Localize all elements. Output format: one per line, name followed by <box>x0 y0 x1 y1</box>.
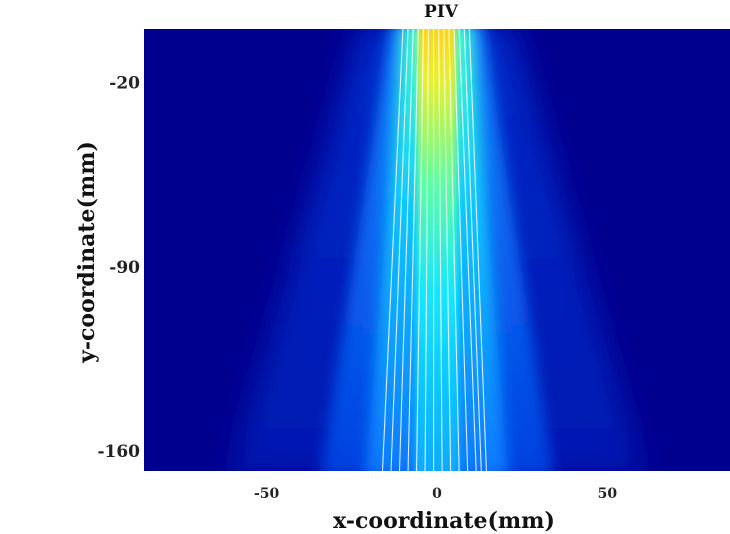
streamline <box>438 29 443 471</box>
x-axis-ticks: -50 0 50 <box>254 486 617 502</box>
x-tick-label: 0 <box>432 486 442 502</box>
streamline <box>398 29 414 471</box>
x-axis-label: x-coordinate(mm) <box>333 508 555 534</box>
streamline <box>407 29 419 471</box>
streamline <box>381 29 404 471</box>
streamline <box>390 29 409 471</box>
streamline <box>468 29 487 471</box>
streamline <box>463 29 482 471</box>
y-axis-ticks: -20 -90 -160 <box>97 74 140 462</box>
x-tick-label: -50 <box>254 486 280 502</box>
y-tick-label: -160 <box>97 442 140 462</box>
streamlines <box>381 29 487 471</box>
streamline <box>458 29 477 471</box>
jet-core-region <box>414 29 460 471</box>
chart-title: PIV <box>424 2 459 22</box>
streamline <box>448 29 460 471</box>
y-axis-label: y-coordinate(mm) <box>74 141 100 364</box>
streamline <box>443 29 452 471</box>
y-tick-label: -20 <box>109 74 140 94</box>
streamline <box>453 29 469 471</box>
y-tick-label: -90 <box>109 258 140 278</box>
streamline <box>416 29 424 471</box>
x-tick-label: 50 <box>598 486 618 502</box>
streamline <box>424 29 430 471</box>
plot-area <box>144 29 730 471</box>
